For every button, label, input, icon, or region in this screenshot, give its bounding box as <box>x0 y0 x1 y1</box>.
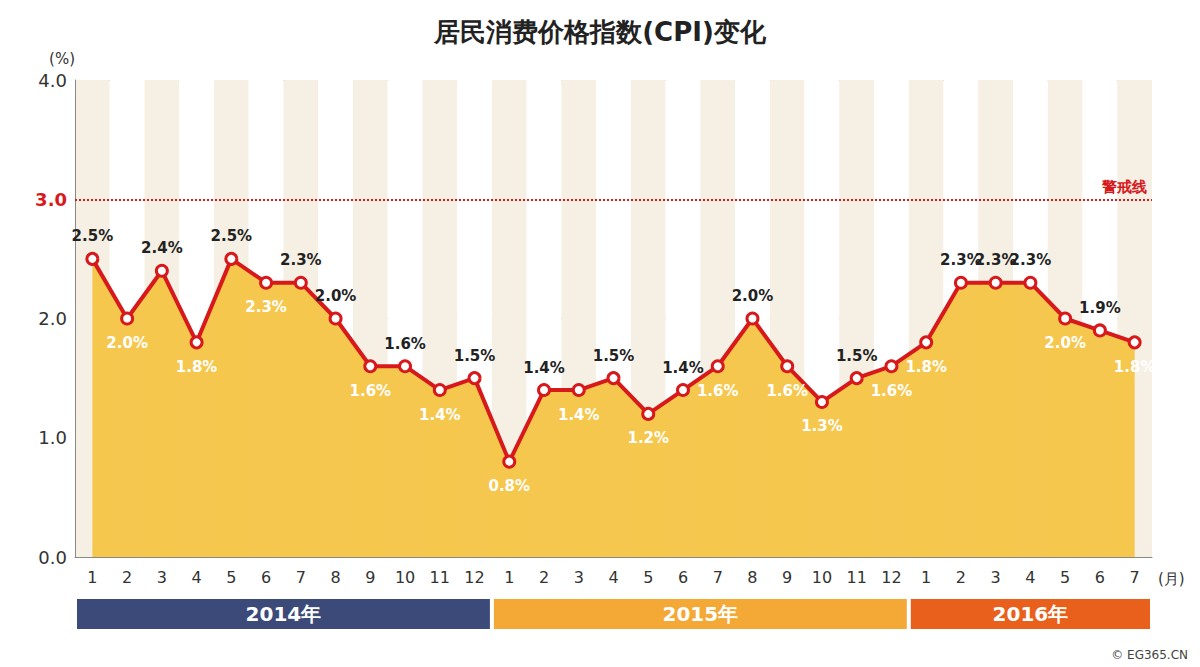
svg-text:1.3%: 1.3% <box>801 417 843 435</box>
svg-text:2.4%: 2.4% <box>141 239 183 257</box>
svg-text:3.0: 3.0 <box>35 189 67 210</box>
svg-text:1: 1 <box>504 568 514 587</box>
svg-text:1.6%: 1.6% <box>384 335 426 353</box>
svg-text:3: 3 <box>574 568 584 587</box>
svg-text:1.6%: 1.6% <box>350 382 392 400</box>
svg-text:居民消费价格指数(CPI)变化: 居民消费价格指数(CPI)变化 <box>433 17 767 47</box>
svg-text:2.0%: 2.0% <box>315 287 357 305</box>
svg-text:1.4%: 1.4% <box>523 359 565 377</box>
svg-text:6: 6 <box>261 568 271 587</box>
svg-text:5: 5 <box>1060 568 1070 587</box>
svg-text:6: 6 <box>678 568 688 587</box>
svg-text:2.0%: 2.0% <box>106 334 148 352</box>
svg-text:1.5%: 1.5% <box>593 347 635 365</box>
svg-text:7: 7 <box>1130 568 1140 587</box>
svg-text:1.9%: 1.9% <box>1079 299 1121 317</box>
svg-text:8: 8 <box>747 568 757 587</box>
svg-text:2.5%: 2.5% <box>72 227 114 245</box>
svg-text:2: 2 <box>539 568 549 587</box>
svg-text:1.8%: 1.8% <box>1114 358 1156 376</box>
svg-text:10: 10 <box>395 568 415 587</box>
svg-text:2.0%: 2.0% <box>1044 334 1086 352</box>
svg-text:2.5%: 2.5% <box>211 227 253 245</box>
svg-text:2014年: 2014年 <box>246 602 322 626</box>
svg-text:10: 10 <box>812 568 832 587</box>
svg-text:1.4%: 1.4% <box>662 359 704 377</box>
svg-text:(月): (月) <box>1158 570 1185 588</box>
svg-text:1.2%: 1.2% <box>627 429 669 447</box>
svg-text:9: 9 <box>782 568 792 587</box>
svg-text:1: 1 <box>87 568 97 587</box>
svg-text:© EG365.CN: © EG365.CN <box>1111 648 1188 662</box>
svg-text:1.8%: 1.8% <box>176 358 218 376</box>
svg-text:警戒线: 警戒线 <box>1101 178 1147 196</box>
svg-text:12: 12 <box>464 568 484 587</box>
svg-text:1.5%: 1.5% <box>454 347 496 365</box>
svg-text:2015年: 2015年 <box>663 602 739 626</box>
svg-text:2.0: 2.0 <box>38 308 67 329</box>
svg-text:3: 3 <box>991 568 1001 587</box>
svg-text:5: 5 <box>226 568 236 587</box>
svg-text:9: 9 <box>365 568 375 587</box>
svg-text:1.5%: 1.5% <box>836 347 878 365</box>
svg-text:2: 2 <box>122 568 132 587</box>
svg-text:4.0: 4.0 <box>38 70 67 91</box>
svg-text:4: 4 <box>192 568 202 587</box>
svg-text:2016年: 2016年 <box>993 602 1069 626</box>
svg-text:3: 3 <box>157 568 167 587</box>
svg-text:12: 12 <box>881 568 901 587</box>
svg-text:1.6%: 1.6% <box>766 382 808 400</box>
svg-text:8: 8 <box>330 568 340 587</box>
svg-text:2.3%: 2.3% <box>974 251 1017 270</box>
svg-text:0.0: 0.0 <box>38 547 67 568</box>
svg-text:4: 4 <box>608 568 618 587</box>
svg-text:2.3%: 2.3% <box>280 251 322 269</box>
svg-text:11: 11 <box>430 568 450 587</box>
svg-text:2.3%: 2.3% <box>940 251 982 270</box>
svg-text:5: 5 <box>643 568 653 587</box>
svg-text:2.3%: 2.3% <box>1010 251 1052 269</box>
svg-text:1.4%: 1.4% <box>558 406 600 424</box>
svg-text:11: 11 <box>847 568 867 587</box>
svg-text:1.6%: 1.6% <box>871 382 913 400</box>
svg-text:1.6%: 1.6% <box>697 382 739 400</box>
svg-text:7: 7 <box>713 568 723 587</box>
svg-text:2: 2 <box>956 568 966 587</box>
svg-text:(%): (%) <box>49 50 75 68</box>
svg-text:1.0: 1.0 <box>38 427 67 448</box>
svg-text:1.4%: 1.4% <box>419 406 461 424</box>
svg-text:2.3%: 2.3% <box>245 298 287 316</box>
svg-text:6: 6 <box>1095 568 1105 587</box>
svg-text:1.8%: 1.8% <box>905 358 947 376</box>
svg-text:1: 1 <box>921 568 931 587</box>
svg-text:2.0%: 2.0% <box>732 287 774 305</box>
svg-text:0.8%: 0.8% <box>488 477 530 495</box>
svg-text:7: 7 <box>296 568 306 587</box>
svg-text:4: 4 <box>1025 568 1035 587</box>
